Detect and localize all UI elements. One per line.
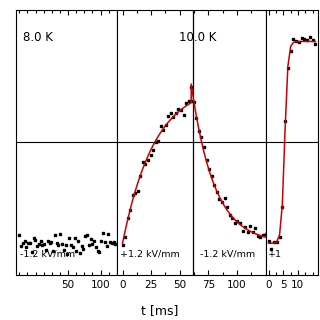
Text: 10.0 K: 10.0 K [179,31,217,44]
Text: -1.2 kV/mm: -1.2 kV/mm [200,250,255,259]
Text: t [ms]: t [ms] [141,304,179,316]
Text: 8.0 K: 8.0 K [23,31,53,44]
Text: +1: +1 [268,250,282,259]
Text: +1.2 kV/mm: +1.2 kV/mm [120,250,180,259]
Text: -1.2 kV/mm: -1.2 kV/mm [20,250,75,259]
